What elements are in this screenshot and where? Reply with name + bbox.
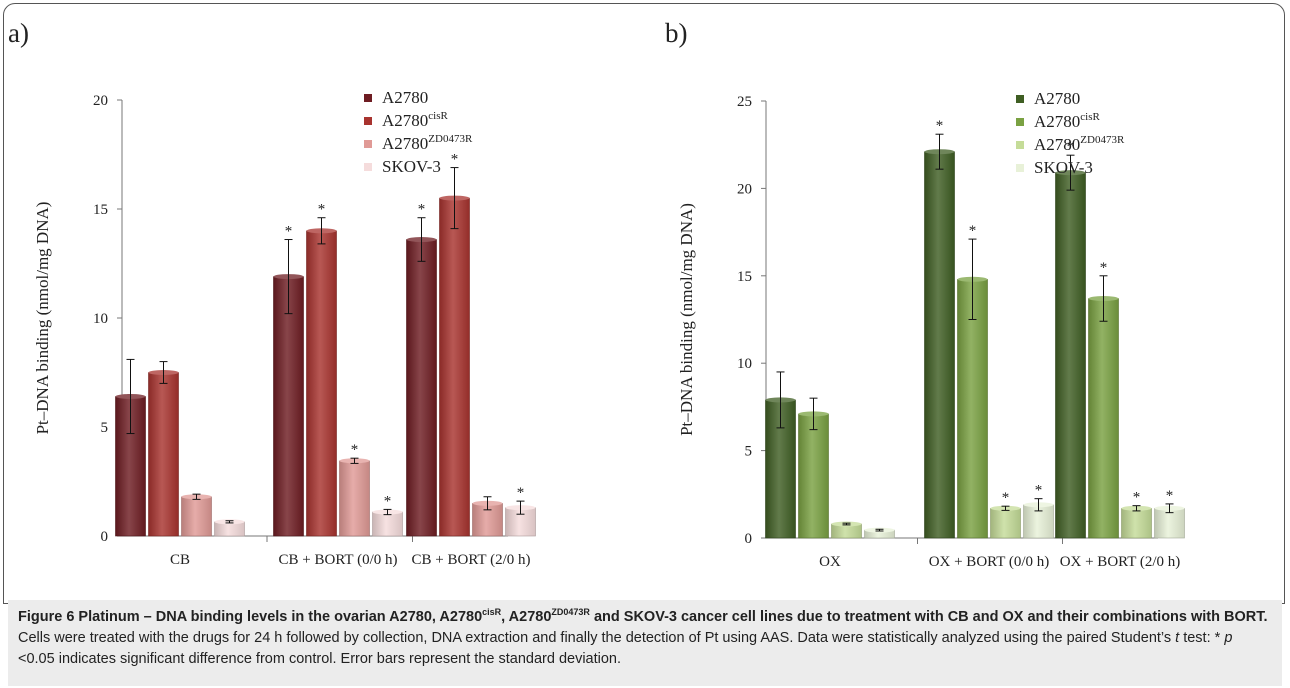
significance-star: * (418, 202, 426, 218)
significance-star: * (1067, 139, 1075, 155)
legend-entry-name: A2780 (1034, 112, 1080, 131)
x-tick-label: OX (819, 554, 841, 570)
caption-text: Cells were treated with the drugs for 24… (18, 630, 1176, 646)
bar (1154, 507, 1185, 539)
y-tick-label: 15 (737, 269, 752, 285)
significance-star: * (351, 442, 359, 458)
panel-b-chart: b) 0 5 10 15 20 25 Pt–DNA binding (nmol/mg DNA)… (665, 18, 1185, 570)
legend-entry: A2780cisR (1034, 111, 1101, 131)
x-tick-label: CB + BORT (2/0 h) (412, 552, 531, 568)
y-tick-label: 15 (93, 202, 108, 218)
y-axis-label: Pt–DNA binding (nmol/mg DNA) (677, 203, 696, 436)
legend-entry: A2780cisR (382, 110, 449, 130)
legend-swatch (364, 163, 372, 171)
significance-star: * (451, 152, 459, 168)
bar (990, 507, 1021, 539)
panel-a-chart: a) 0 5 10 15 20 Pt–DNA binding (nmol/mg DNA) CB… (8, 18, 536, 568)
legend-entry-name: A2780 (382, 88, 428, 107)
bar (306, 230, 337, 537)
panel-letter: b) (665, 18, 688, 48)
bar (339, 460, 370, 537)
bar (1121, 507, 1152, 539)
y-tick-label: 10 (93, 311, 108, 327)
significance-star: * (1100, 260, 1108, 276)
caption-italic: t (1175, 630, 1180, 646)
panel-letter: a) (8, 18, 29, 48)
significance-star: * (318, 202, 326, 218)
legend-entry-sup: ZD0473R (428, 133, 473, 145)
significance-star: * (936, 118, 944, 134)
caption-text: <0.05 indicates significant difference f… (18, 651, 622, 667)
caption-text: test: * (1179, 630, 1225, 646)
caption-title-part: and SKOV-3 cancer cell lines due to trea… (589, 609, 1268, 625)
caption-italic: p (1224, 630, 1233, 646)
bar (181, 496, 212, 537)
bar (472, 502, 503, 537)
legend-swatch (364, 140, 372, 148)
legend-swatch (1016, 164, 1024, 172)
legend-entry: A2780 (1034, 89, 1080, 108)
legend-entry-name: A2780 (1034, 89, 1080, 108)
caption-title: Figure 6 Platinum – DNA binding levels i… (18, 607, 1268, 625)
y-tick-label: 0 (745, 531, 753, 547)
figure-charts: a) 0 5 10 15 20 Pt–DNA binding (nmol/mg DNA) CB… (8, 18, 1185, 570)
caption-title-sup: ZD0473R (551, 607, 590, 618)
x-tick-label: OX + BORT (0/0 h) (929, 554, 1050, 570)
legend-entry-sup: cisR (1080, 111, 1100, 123)
figure-caption: Figure 6 Platinum – DNA binding levels i… (8, 600, 1282, 686)
legend-entry: A2780 (382, 88, 428, 107)
bar (273, 276, 304, 537)
legend-entry: SKOV-3 (382, 157, 441, 176)
bar (148, 372, 179, 537)
y-tick-label: 5 (745, 444, 753, 460)
bar (924, 151, 955, 539)
x-tick-label: CB (170, 552, 190, 568)
bar (439, 197, 470, 537)
legend-entry-sup: ZD0473R (1080, 134, 1125, 146)
bar (372, 511, 403, 537)
significance-star: * (1035, 483, 1043, 499)
significance-star: * (384, 493, 392, 509)
legend-entry: SKOV-3 (1034, 158, 1093, 177)
significance-star: * (1166, 488, 1174, 504)
legend-entry-name: A2780 (382, 111, 428, 130)
legend-swatch (1016, 95, 1024, 103)
significance-star: * (517, 485, 525, 501)
y-axis-label: Pt–DNA binding (nmol/mg DNA) (33, 202, 52, 435)
legend-swatch (364, 94, 372, 102)
bar (1055, 172, 1086, 539)
caption-title-part: Figure 6 Platinum – DNA binding levels i… (18, 609, 483, 625)
bar (1088, 298, 1119, 539)
legend-entry: A2780ZD0473R (382, 133, 473, 153)
legend-entry: A2780ZD0473R (1034, 134, 1125, 154)
significance-star: * (1133, 490, 1141, 506)
legend-entry-name: SKOV-3 (1034, 158, 1093, 177)
legend-entry-name: SKOV-3 (382, 157, 441, 176)
significance-star: * (969, 223, 977, 239)
y-tick-label: 20 (737, 181, 752, 197)
legend-entry-name: A2780 (382, 134, 428, 153)
legend-entry-sup: cisR (428, 110, 448, 122)
y-tick-label: 25 (737, 94, 752, 110)
y-tick-label: 20 (93, 93, 108, 109)
caption-title-sup: cisR (482, 607, 502, 618)
bar (798, 413, 829, 539)
significance-star: * (285, 224, 293, 240)
legend-swatch (1016, 141, 1024, 149)
legend-entry-name: A2780 (1034, 135, 1080, 154)
x-tick-label: OX + BORT (2/0 h) (1060, 554, 1181, 570)
y-tick-label: 5 (101, 420, 109, 436)
y-tick-label: 10 (737, 356, 752, 372)
bar (406, 239, 437, 537)
x-tick-label: CB + BORT (0/0 h) (279, 552, 398, 568)
legend-swatch (1016, 118, 1024, 126)
y-tick-label: 0 (101, 529, 109, 545)
legend-swatch (364, 117, 372, 125)
caption-title-part: , A2780 (501, 609, 552, 625)
significance-star: * (1002, 490, 1010, 506)
